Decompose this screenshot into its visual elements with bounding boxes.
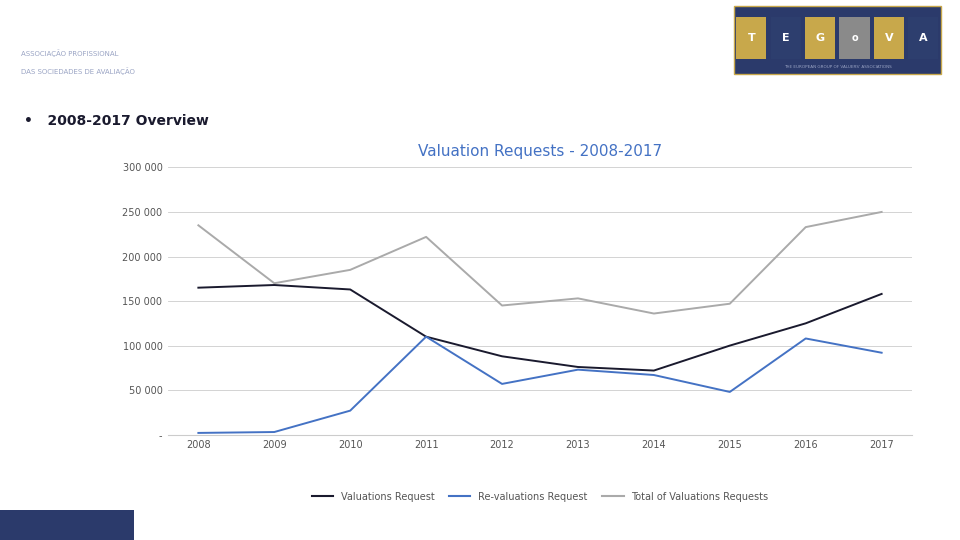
Text: THE EUROPEAN GROUP OF VALUERS' ASSOCIATIONS: THE EUROPEAN GROUP OF VALUERS' ASSOCIATI… (783, 65, 892, 69)
Text: o: o (852, 33, 858, 43)
Bar (0, 510, 134, 540)
Text: ASSOCIAÇÃO PROFISSIONAL: ASSOCIAÇÃO PROFISSIONAL (21, 50, 119, 57)
Bar (839, 17, 870, 59)
Text: A: A (919, 33, 927, 43)
Bar (804, 17, 835, 59)
Bar (734, 6, 941, 73)
Text: G: G (815, 33, 825, 43)
Text: T: T (748, 33, 756, 43)
Bar (874, 17, 904, 59)
Legend: Valuations Request, Re-valuations Request, Total of Valuations Requests: Valuations Request, Re-valuations Reques… (307, 488, 773, 505)
Text: E: E (781, 33, 789, 43)
Title: Valuation Requests - 2008-2017: Valuation Requests - 2008-2017 (418, 144, 662, 159)
Bar (771, 17, 801, 59)
Text: V: V (884, 33, 893, 43)
Text: ASAVAL: ASAVAL (21, 20, 99, 38)
Bar (736, 17, 766, 59)
Text: ASAVAL . 2018: ASAVAL . 2018 (860, 520, 936, 530)
Text: •   2008-2017 Overview: • 2008-2017 Overview (24, 114, 208, 128)
Text: DAS SOCIEDADES DE AVALIAÇÃO: DAS SOCIEDADES DE AVALIAÇÃO (21, 67, 135, 75)
Bar (908, 17, 938, 59)
